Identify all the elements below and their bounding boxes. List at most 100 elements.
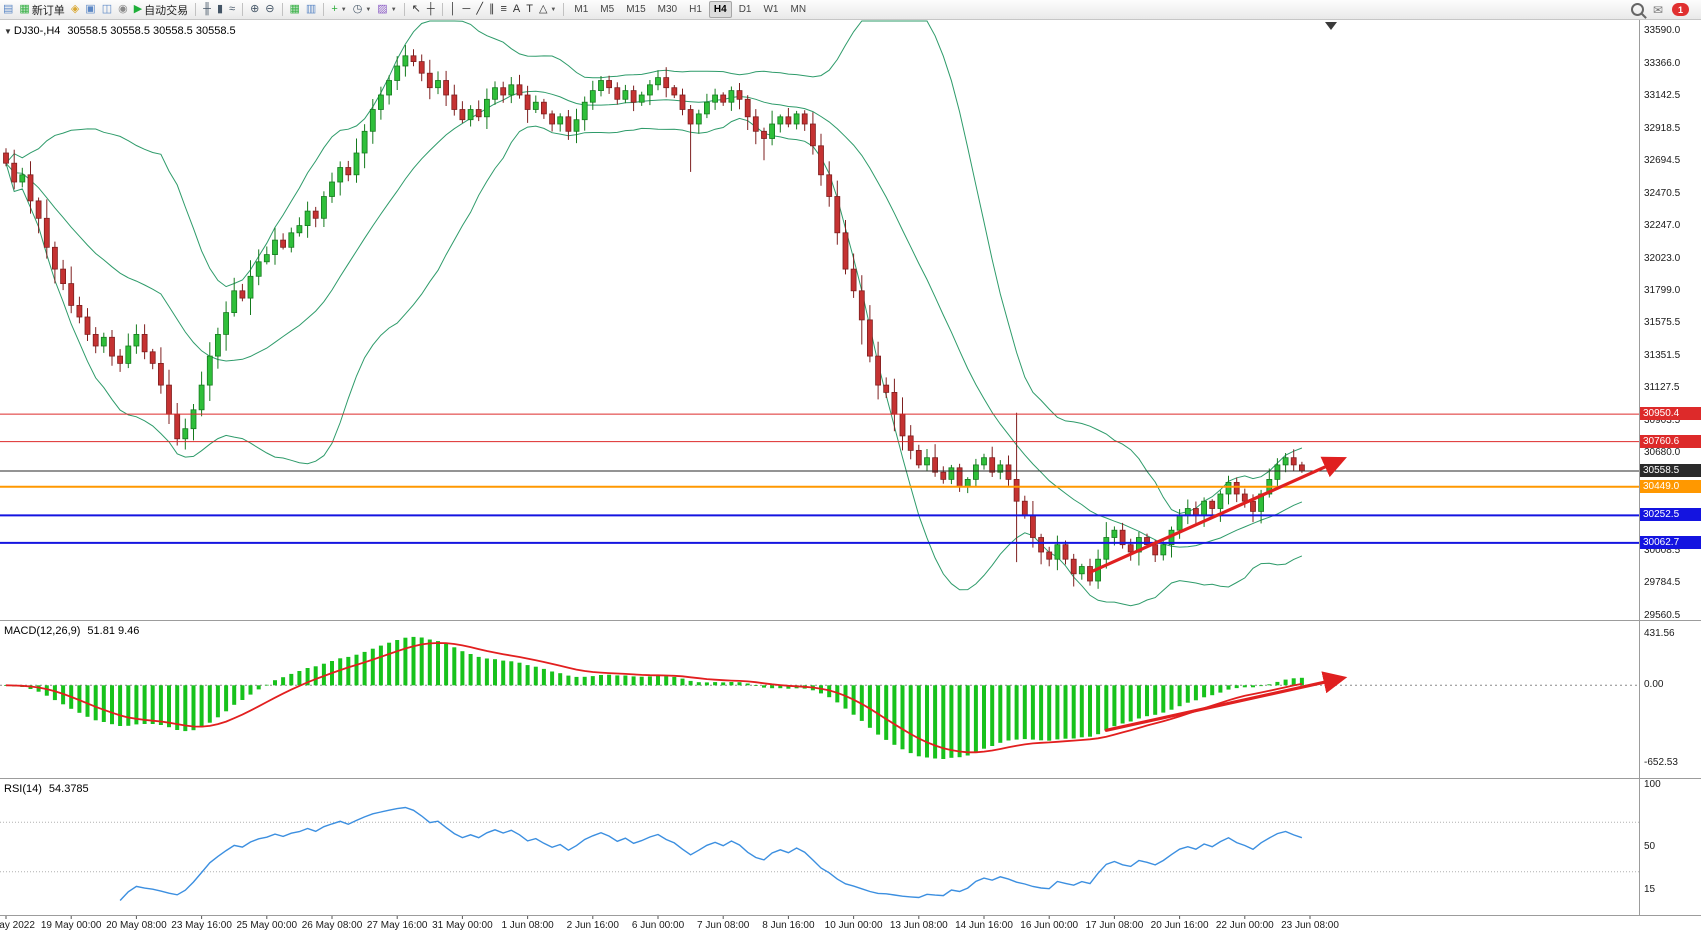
new-order-button-label: 新订单 [31, 4, 65, 17]
auto-arrange-button[interactable]: ▥ [303, 1, 319, 18]
zoom-out-button[interactable]: ⊖ [262, 1, 277, 18]
autotrading-button-label: 自动交易 [144, 4, 189, 17]
rsi-label: RSI(14) 54.3785 [4, 783, 89, 795]
shift-end-marker[interactable] [1325, 22, 1337, 30]
new-chart-button[interactable]: ▤ [0, 1, 16, 18]
timeframe-m1-button[interactable]: M1 [574, 4, 589, 15]
templates-button[interactable]: ▨ ▼ [374, 1, 399, 18]
time-axis[interactable] [0, 916, 1701, 937]
toolbar-separator [195, 3, 197, 16]
indicators-icon: + [331, 3, 338, 15]
horizontal-line-button[interactable]: ─ [460, 1, 474, 18]
line-chart-icon: ≈ [229, 3, 236, 15]
rsi-panel-divider[interactable] [0, 778, 1701, 779]
rsi-value: 54.3785 [48, 783, 89, 795]
candlestick-chart-icon: ▮ [216, 3, 224, 15]
timeframe-mn-button[interactable]: MN [790, 4, 807, 15]
crosshair-icon: ┼ [426, 3, 435, 15]
arrows-icon: △ [538, 3, 548, 15]
rsi-line [119, 806, 1303, 901]
horizontal-line-icon: ─ [462, 3, 471, 15]
notification-badge[interactable]: 1 [1672, 3, 1689, 16]
dropdown-arrow-icon: ▼ [550, 6, 557, 13]
time-axis-divider [0, 915, 1701, 916]
timeframe-h4-button[interactable]: H4 [708, 1, 732, 18]
price-axis[interactable] [1640, 19, 1701, 915]
toolbar: ▤ ▦ 新订单 ◈ ▣ ◫ ◉ ▶ 自动交易 ╫ ▮ ≈ ⊕ ⊖ ▦ ▥ + ▼ ◷ ▼ ▨ ▼ ↖ ┼ │ ─ ╱ ∥ ≡ A T △ ▼ M1… [0, 0, 1701, 20]
search-icon[interactable] [1630, 3, 1644, 16]
toolbar-separator [563, 3, 565, 16]
macd-label: MACD(12,26,9) 51.81 9.46 [4, 625, 139, 637]
text-label-button[interactable]: T [523, 1, 536, 18]
strategy-tester-icon: ◉ [118, 3, 128, 15]
periods-icon: ◷ [352, 3, 363, 15]
chart-symbol-label: ▼ DJ30-,H4 30558.5 30558.5 30558.5 30558.5 [4, 25, 236, 37]
dropdown-arrow-icon: ▼ [390, 6, 397, 13]
macd-panel-divider[interactable] [0, 620, 1701, 621]
rsi-name: RSI(14) [4, 783, 42, 795]
fibonacci-button[interactable]: ≡ [497, 1, 509, 18]
toolbar-right: ✉ 1 [1630, 2, 1701, 17]
indicators-button[interactable]: + ▼ [328, 1, 349, 18]
autotrading-icon: ▶ [133, 3, 143, 15]
tile-windows-icon: ▦ [289, 3, 300, 15]
price-axis-border [1639, 19, 1640, 915]
text-label-icon: T [526, 3, 533, 15]
expert-advisors-button[interactable]: ◈ [68, 1, 82, 18]
trend-arrow-macd[interactable] [1104, 671, 1348, 732]
trend-arrow-main[interactable] [1088, 456, 1347, 574]
data-window-button[interactable]: ◫ [99, 1, 115, 18]
candlestick-chart-button[interactable]: ▮ [214, 1, 226, 18]
macd-name: MACD(12,26,9) [4, 625, 81, 637]
line-chart-button[interactable]: ≈ [226, 1, 238, 18]
zoom-in-button[interactable]: ⊕ [247, 1, 262, 18]
candles-layer [3, 45, 1305, 589]
timeframe-m15-button[interactable]: M15 [626, 4, 646, 15]
strategy-tester-button[interactable]: ◉ [115, 1, 131, 18]
new-order-button[interactable]: ▦ 新订单 [16, 1, 67, 18]
timeframe-d1-button[interactable]: D1 [738, 4, 752, 15]
data-window-icon: ◫ [101, 3, 113, 15]
toolbar-separator [441, 3, 443, 16]
auto-arrange-icon: ▥ [305, 3, 317, 15]
bollinger-lower-band [5, 117, 1303, 607]
trendline-button[interactable]: ╱ [473, 1, 486, 18]
bar-chart-icon: ╫ [203, 3, 211, 15]
one-click-trading-toggle[interactable]: ▼ [4, 27, 12, 36]
notifications-icon[interactable]: ✉ [1652, 2, 1663, 17]
equidistant-channel-button[interactable]: ∥ [486, 1, 498, 18]
timeframe-w1-button[interactable]: W1 [763, 4, 779, 15]
periods-button[interactable]: ◷ ▼ [350, 1, 375, 18]
templates-icon: ▨ [377, 3, 388, 15]
toolbar-separator [281, 3, 283, 16]
new-chart-icon: ▤ [3, 3, 14, 15]
autotrading-button[interactable]: ▶ 自动交易 [131, 1, 191, 18]
market-watch-icon: ▣ [85, 3, 96, 15]
bollinger-middle-band [5, 90, 1303, 548]
timeframe-m5-button[interactable]: M5 [600, 4, 615, 15]
toolbar-separator [323, 3, 325, 16]
dropdown-arrow-icon: ▼ [365, 6, 372, 13]
cursor-button[interactable]: ↖ [409, 1, 424, 18]
tile-windows-button[interactable]: ▦ [287, 1, 303, 18]
bollinger-bands [5, 20, 1303, 607]
toolbar-separator [403, 3, 405, 16]
crosshair-button[interactable]: ┼ [424, 1, 438, 18]
vertical-line-icon: │ [449, 3, 457, 15]
vertical-line-button[interactable]: │ [447, 1, 460, 18]
fibonacci-icon: ≡ [500, 3, 507, 15]
macd-signal-line [5, 642, 1303, 754]
bar-chart-button[interactable]: ╫ [200, 1, 214, 18]
macd-histogram [4, 636, 1304, 759]
text-button[interactable]: A [510, 1, 523, 18]
market-watch-button[interactable]: ▣ [82, 1, 98, 18]
symbol-text: DJ30-,H4 [13, 25, 61, 37]
equidistant-channel-icon: ∥ [488, 3, 495, 15]
text-icon: A [512, 3, 521, 15]
timeframe-h1-button[interactable]: H1 [689, 4, 702, 15]
timeframe-m30-button[interactable]: M30 [657, 4, 678, 15]
zoom-in-icon: ⊕ [250, 3, 260, 15]
arrows-button[interactable]: △ ▼ [536, 1, 559, 18]
